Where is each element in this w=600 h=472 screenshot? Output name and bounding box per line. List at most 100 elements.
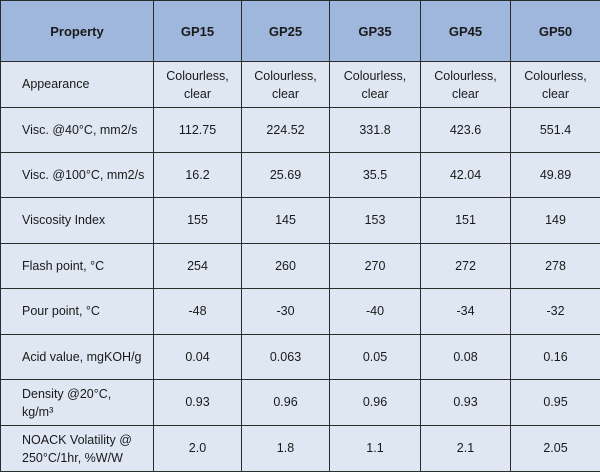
value-cell: 0.96 [330,380,421,426]
value-text: clear [452,87,479,101]
property-name-text: NOACK Volatility @ [22,433,132,447]
value-text: 35.5 [363,168,387,182]
value-text: clear [542,87,569,101]
value-text: -32 [546,304,564,318]
property-name-text: Visc. @100°C, mm2/s [22,168,144,182]
value-text: Colourless, [254,69,317,83]
property-name-cell: Visc. @40°C, mm2/s [1,108,154,153]
value-cell: -34 [421,289,511,335]
value-cell: 16.2 [154,153,242,198]
value-cell: -48 [154,289,242,335]
value-text: Colourless, [166,69,229,83]
value-cell: 155 [154,198,242,244]
value-text: 270 [365,259,386,273]
property-name-text: 250°C/1hr, %W/W [22,451,123,465]
value-text: clear [361,87,388,101]
value-cell: -30 [242,289,330,335]
value-text: Colourless, [344,69,407,83]
value-text: 272 [455,259,476,273]
property-name-cell: Viscosity Index [1,198,154,244]
property-name-text: Flash point, °C [22,259,104,273]
property-name-cell: Visc. @100°C, mm2/s [1,153,154,198]
value-cell: 145 [242,198,330,244]
value-text: 0.063 [270,350,301,364]
value-text: 42.04 [450,168,481,182]
value-cell: 35.5 [330,153,421,198]
value-text: 551.4 [540,123,571,137]
value-cell: 49.89 [511,153,600,198]
value-cell: 0.04 [154,335,242,380]
value-text: 2.0 [189,441,206,455]
value-text: -34 [456,304,474,318]
value-cell: 0.93 [154,380,242,426]
table-row: Visc. @100°C, mm2/s 16.2 25.69 35.5 42.04 49.… [1,153,600,198]
value-cell: 2.1 [421,426,511,472]
value-cell: 331.8 [330,108,421,153]
value-cell: 153 [330,198,421,244]
value-text: 0.93 [453,395,477,409]
value-text: 25.69 [270,168,301,182]
value-text: 278 [545,259,566,273]
value-text: 0.04 [185,350,209,364]
value-text: 49.89 [540,168,571,182]
property-name-cell: Flash point, °C [1,244,154,289]
value-text: Colourless, [524,69,587,83]
value-cell: 2.0 [154,426,242,472]
header-grade-gp45: GP45 [421,1,511,62]
property-name-text: Appearance [22,77,89,91]
value-cell: 0.08 [421,335,511,380]
value-text: 2.1 [457,441,474,455]
value-text: 0.05 [363,350,387,364]
value-text: 0.16 [543,350,567,364]
value-text: 145 [275,213,296,227]
property-name-text: Density @20°C, [22,387,111,401]
value-cell: 0.063 [242,335,330,380]
value-text: 0.93 [185,395,209,409]
table-row: Appearance Colourless, clear Colourless, cle… [1,62,600,108]
value-text: 153 [365,213,386,227]
value-text: 112.75 [179,123,216,137]
value-cell: 112.75 [154,108,242,153]
value-cell: 149 [511,198,600,244]
table-row: Visc. @40°C, mm2/s 112.75 224.52 331.8 423.6… [1,108,600,153]
value-text: 331.8 [359,123,390,137]
table-row: Pour point, °C-48-30-40-34-32 [1,289,600,335]
value-cell: 254 [154,244,242,289]
value-cell: Colourless, clear [511,62,600,108]
value-text: 260 [275,259,296,273]
table-header: Property GP15 GP25 GP35 GP45 GP50 [1,1,600,62]
header-grade-gp50: GP50 [511,1,600,62]
table-row: Flash point, °C 254 260 270 272 278 [1,244,600,289]
value-text: 149 [545,213,566,227]
value-text: 423.6 [450,123,481,137]
value-cell: -32 [511,289,600,335]
table-body: Appearance Colourless, clear Colourless, cle… [1,62,600,472]
property-name-text: Acid value, mgKOH/g [22,350,142,364]
header-grade-gp25: GP25 [242,1,330,62]
value-cell: -40 [330,289,421,335]
value-text: 224.52 [266,123,304,137]
value-text: 16.2 [185,168,209,182]
property-name-cell: NOACK Volatility @ 250°C/1hr, %W/W [1,426,154,472]
value-text: 254 [187,259,208,273]
property-name-text: Visc. @40°C, mm2/s [22,123,137,137]
value-text: -48 [188,304,206,318]
value-text: -30 [276,304,294,318]
value-text: 0.08 [453,350,477,364]
value-cell: Colourless,clear [154,62,242,108]
table-row: Acid value, mgKOH/g 0.04 0.063 0.05 0.08 0.16 [1,335,600,380]
value-cell: 551.4 [511,108,600,153]
value-cell: 2.05 [511,426,600,472]
value-text: 0.95 [543,395,567,409]
value-cell: 151 [421,198,511,244]
value-cell: 278 [511,244,600,289]
value-cell: Colourless,clear [242,62,330,108]
value-text: 151 [455,213,476,227]
property-name-text: kg/m³ [22,405,53,419]
header-grade-gp35: GP35 [330,1,421,62]
value-cell: Colourless, clear [330,62,421,108]
value-cell: 0.93 [421,380,511,426]
